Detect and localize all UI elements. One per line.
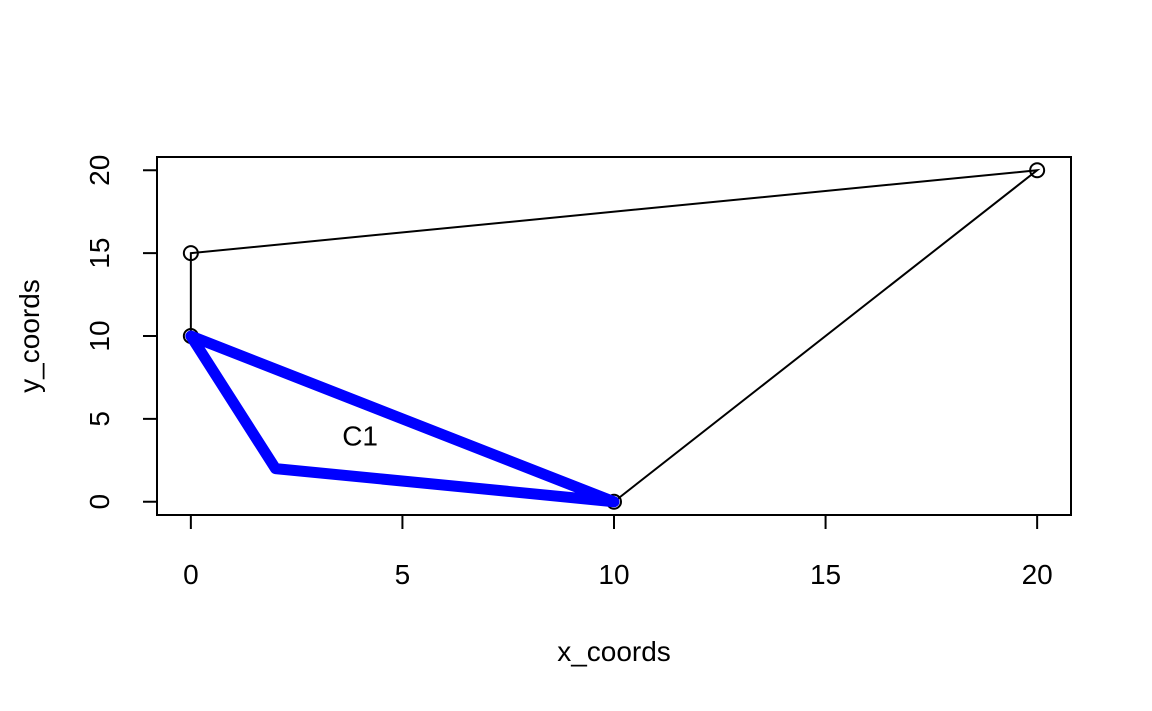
y-axis-title: y_coords <box>14 279 45 393</box>
y-tick-label: 10 <box>84 320 115 351</box>
points-series <box>182 162 1046 510</box>
y-tick-label: 0 <box>84 494 115 510</box>
y-tick-label: 5 <box>84 411 115 427</box>
data-point <box>182 245 199 262</box>
series-layer: C1 <box>182 162 1046 510</box>
x-tick-label: 5 <box>395 559 411 590</box>
x-tick-label: 20 <box>1022 559 1053 590</box>
annotation-label: C1 <box>342 420 378 451</box>
x-tick-label: 10 <box>598 559 629 590</box>
polygon-series <box>185 330 620 508</box>
data-point <box>1029 162 1046 179</box>
x-axis: 0 5 10 15 20 <box>183 514 1053 590</box>
series-line <box>189 168 1041 503</box>
polygon-outline <box>185 330 620 508</box>
x-tick-label: 15 <box>810 559 841 590</box>
y-tick-label: 20 <box>84 155 115 186</box>
x-tick-label: 0 <box>183 559 199 590</box>
y-tick-label: 15 <box>84 238 115 269</box>
y-axis: 0 5 10 15 20 <box>84 155 158 510</box>
x-axis-title: x_coords <box>557 636 671 667</box>
